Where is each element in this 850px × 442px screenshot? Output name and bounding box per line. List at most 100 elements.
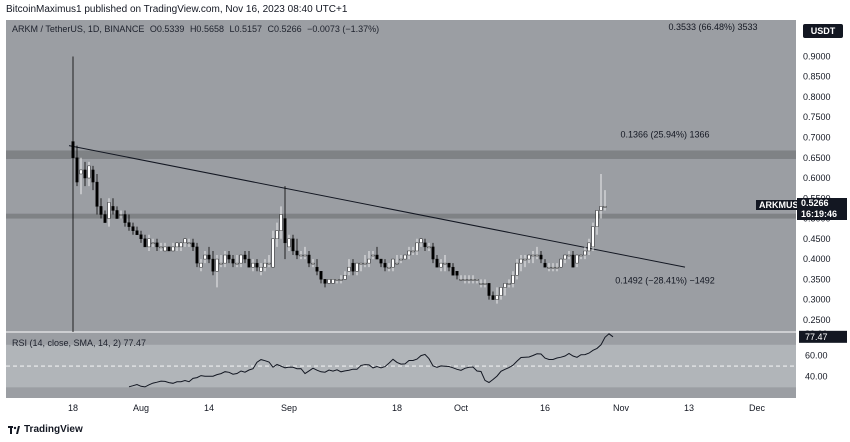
tradingview-brand: TradingView <box>24 424 83 435</box>
resistance-zone-1 <box>6 213 796 219</box>
candle-body <box>519 258 523 264</box>
candle-body <box>431 246 435 260</box>
candle-body <box>215 258 219 272</box>
x-tick-label: 13 <box>684 403 694 413</box>
candle-body <box>403 254 407 260</box>
candle-body <box>191 242 195 248</box>
candle-body <box>447 262 451 268</box>
candle-body <box>279 214 283 231</box>
candle-body <box>411 250 415 253</box>
candle-body <box>107 202 111 219</box>
candle-body <box>287 238 291 248</box>
y-tick-label: 0.3500 <box>803 274 831 284</box>
candle-body <box>227 254 231 260</box>
y-tick-label: 0.2500 <box>803 315 831 325</box>
currency-button[interactable]: USDT <box>803 24 843 38</box>
candle-body <box>99 206 103 215</box>
candle-body <box>543 262 547 268</box>
legend-low: L0.5157 <box>229 24 263 34</box>
candle-body <box>103 214 107 223</box>
candle-body <box>535 254 539 257</box>
candle-body <box>343 275 347 280</box>
candle-body <box>579 254 583 257</box>
candle-body <box>399 258 403 261</box>
candle-body <box>451 266 455 276</box>
candle-body <box>275 230 279 240</box>
candle-body <box>391 258 395 268</box>
resistance-zone-0 <box>6 150 796 159</box>
candle-body <box>327 279 331 284</box>
candle-body <box>491 295 495 300</box>
candle-body <box>291 238 295 252</box>
candle-body <box>231 258 235 264</box>
candle-body <box>203 254 207 260</box>
measure-annotation: 0.3533 (66.48%) 3533 <box>668 22 757 32</box>
candle-body <box>511 275 515 284</box>
candle-body <box>223 254 227 264</box>
candle-body <box>439 262 443 268</box>
candle-body <box>155 242 159 248</box>
candle-body <box>147 238 151 248</box>
candle-body <box>303 254 307 257</box>
candle-body <box>587 242 591 252</box>
candle-body <box>575 254 579 264</box>
candle-body <box>563 254 567 260</box>
candle-body <box>315 266 319 272</box>
y-tick-label: 0.7000 <box>803 133 831 143</box>
candle-body <box>83 169 87 179</box>
candle-body <box>175 242 179 248</box>
x-tick-label: Oct <box>454 403 469 413</box>
symbol-title: ARKM / TetherUS, 1D, BINANCE <box>12 24 145 34</box>
candle-body <box>235 262 239 265</box>
candle-body <box>143 238 147 248</box>
measure-annotation: 0.1366 (25.94%) 1366 <box>620 130 709 140</box>
candle-body <box>599 206 603 211</box>
y-tick-label: 0.7500 <box>803 112 831 122</box>
candle-body <box>547 266 551 269</box>
candle-body <box>571 254 575 268</box>
candle-body <box>487 283 491 296</box>
x-tick-label: 14 <box>204 403 214 413</box>
candle-body <box>603 206 607 208</box>
candle-body <box>415 242 419 252</box>
measure-annotation: 0.1492 (−28.41%) −1492 <box>615 275 715 285</box>
candle-body <box>295 250 299 256</box>
rsi-tick-label: 40.00 <box>805 372 828 382</box>
candle-body <box>151 242 155 245</box>
candle-body <box>463 279 467 281</box>
candle-body <box>355 262 359 272</box>
y-tick-label: 0.3000 <box>803 295 831 305</box>
candle-body <box>495 295 499 300</box>
candle-body <box>515 262 519 276</box>
chart-area[interactable] <box>6 20 796 398</box>
candle-body <box>211 258 215 272</box>
x-tick-label: 16 <box>540 403 550 413</box>
candle-body <box>387 266 391 269</box>
candle-body <box>167 246 171 252</box>
candle-body <box>383 262 387 268</box>
candle-body <box>135 230 139 235</box>
candle-body <box>127 222 131 227</box>
legend-change: −0.0073 (−1.37%) <box>307 24 380 34</box>
candle-body <box>243 254 247 260</box>
candle-body <box>407 250 411 256</box>
candle-body <box>119 214 123 216</box>
candle-body <box>475 279 479 281</box>
candle-body <box>323 279 327 284</box>
candle-body <box>435 258 439 268</box>
rsi-value-tag <box>799 330 847 343</box>
legend-close: C0.5266 <box>267 24 302 34</box>
tradingview-footer[interactable]: TradingView <box>8 424 83 435</box>
candle-body <box>359 262 363 265</box>
candle-body <box>339 279 343 281</box>
y-tick-label: 0.4500 <box>803 234 831 244</box>
candle-body <box>79 169 83 175</box>
candle-body <box>523 258 527 261</box>
candle-body <box>483 283 487 285</box>
symbol-price-label: ARKMUSDT <box>756 200 814 210</box>
candle-body <box>531 254 535 257</box>
candle-body <box>551 266 555 269</box>
candle-body <box>71 141 75 158</box>
y-tick-label: 0.9000 <box>803 51 831 61</box>
